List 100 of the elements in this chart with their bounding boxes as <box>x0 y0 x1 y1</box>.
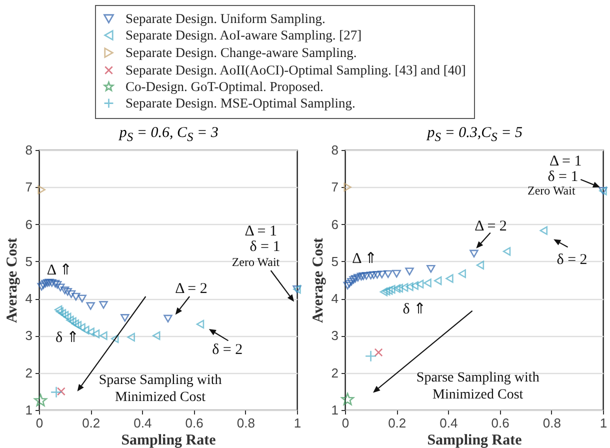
point <box>82 326 90 334</box>
legend-label: Separate Design. AoII(AoCI)-Optimal Sampling. [43] and [40] <box>126 62 466 78</box>
point <box>476 260 484 270</box>
annotation: Δ = 1 <box>244 224 278 240</box>
point <box>406 282 414 292</box>
point <box>152 331 160 340</box>
point <box>66 316 74 324</box>
y-axis-title: Average Cost <box>4 238 20 324</box>
y-tick-label: 1 <box>331 402 338 418</box>
point <box>38 185 46 194</box>
y-axis-title: Average Cost <box>310 238 326 324</box>
x-axis-title: Sampling Rate <box>427 432 522 448</box>
point <box>44 278 54 286</box>
x-tick-label: 0.4 <box>134 416 152 430</box>
point <box>56 307 64 316</box>
point <box>37 282 46 291</box>
point <box>392 284 400 293</box>
y-tick-label: 2 <box>25 365 32 380</box>
point <box>39 281 48 290</box>
annotation: Zero Wait <box>528 183 576 198</box>
y-tick-label: 2 <box>331 365 338 380</box>
x-tick-label: 1 <box>600 416 608 430</box>
point <box>362 272 371 280</box>
y-tick-label: 3 <box>25 328 32 344</box>
point <box>60 286 70 294</box>
point <box>56 284 65 292</box>
point <box>60 310 69 320</box>
x-axis-title: Sampling Rate <box>121 432 216 448</box>
point <box>385 286 393 295</box>
point <box>66 290 76 298</box>
point <box>502 247 511 256</box>
point <box>48 279 56 287</box>
y-tick-label: 5 <box>331 254 338 269</box>
point <box>64 312 72 322</box>
y-tick-label: 6 <box>25 216 32 232</box>
annotation: δ = 2 <box>556 252 588 268</box>
point <box>350 275 360 283</box>
x-tick-label: 0 <box>342 416 350 430</box>
point <box>349 276 358 284</box>
point <box>380 288 388 296</box>
point <box>127 332 135 342</box>
point <box>354 274 362 282</box>
y-tick-label: 1 <box>25 402 32 418</box>
annotation: Δ ⇑ <box>352 250 378 267</box>
point <box>424 278 432 288</box>
point <box>540 226 548 235</box>
legend-label: Separate Design. Uniform Sampling. <box>126 10 326 26</box>
point <box>392 270 401 278</box>
x-tick-label: 0.2 <box>388 416 406 430</box>
point <box>63 288 72 296</box>
point <box>378 270 386 278</box>
point <box>347 278 356 286</box>
point <box>58 309 66 318</box>
point <box>369 271 378 280</box>
annotation: Zero Wait <box>232 254 280 269</box>
point <box>364 350 377 362</box>
annotation: Sparse Sampling with Minimized Cost <box>416 370 540 402</box>
legend-label: Separate Design. MSE-Optimal Sampling. <box>126 95 356 110</box>
point <box>71 319 79 328</box>
point <box>43 279 52 287</box>
point <box>99 301 108 309</box>
point <box>400 283 408 292</box>
annotation: δ = 1 <box>548 169 578 185</box>
y-tick-label: 8 <box>25 142 32 158</box>
y-tick-label: 3 <box>331 328 338 344</box>
point <box>54 305 62 314</box>
point <box>196 320 204 329</box>
y-tick-label: 7 <box>331 180 338 195</box>
x-tick-label: 0.8 <box>542 416 561 430</box>
x-tick-label: 1 <box>294 416 302 430</box>
point <box>86 302 95 310</box>
x-tick-label: 0 <box>36 416 44 430</box>
x-tick-label: 0.2 <box>82 416 100 430</box>
point <box>50 386 62 398</box>
point <box>68 317 76 326</box>
point <box>446 274 454 283</box>
annotation: Δ = 2 <box>474 218 507 234</box>
point <box>100 331 108 340</box>
annotation: δ = 1 <box>250 239 280 256</box>
annotation: Δ ⇑ <box>46 262 72 279</box>
point <box>345 280 354 288</box>
chart-title: p$_{S}$ = 0.3,C$_{S}$ = 5 <box>427 124 523 145</box>
point <box>358 272 368 280</box>
y-tick-label: 7 <box>25 180 32 195</box>
point <box>405 268 414 276</box>
point <box>343 282 352 290</box>
y-tick-label: 6 <box>331 216 338 232</box>
point <box>92 330 100 338</box>
point <box>470 250 478 258</box>
legend-label: Co-Design. GoT-Optimal. Proposed. <box>126 78 324 94</box>
point <box>34 394 48 406</box>
point <box>374 348 383 357</box>
point <box>426 264 436 273</box>
annotation: Δ = 2 <box>175 280 208 297</box>
point <box>458 269 466 278</box>
point <box>382 286 390 296</box>
legend-label: Separate Design. Change-aware Sampling. <box>126 44 357 60</box>
annotation: δ ⇑ <box>55 330 80 346</box>
point <box>416 280 424 288</box>
chart-title: p$_{S}$ = 0.6, C$_{S}$ = 3 <box>119 124 218 145</box>
